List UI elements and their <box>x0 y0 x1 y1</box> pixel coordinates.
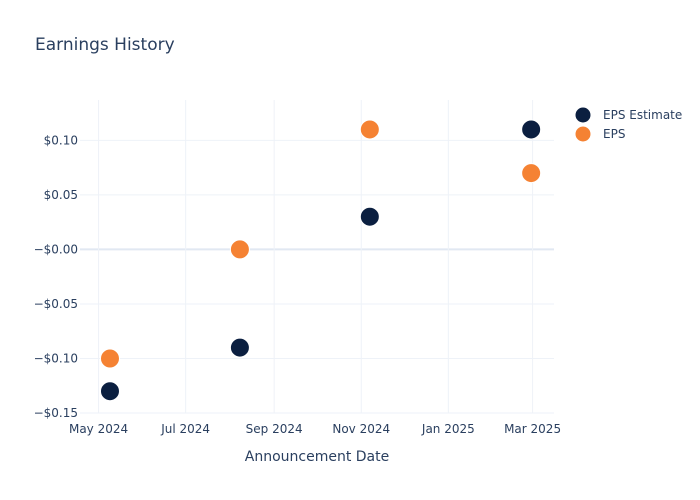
x-tick-label: Sep 2024 <box>246 422 303 436</box>
eps-estimate-point[interactable] <box>229 337 250 358</box>
y-tick-label: $0.10 <box>44 133 78 147</box>
eps-estimate-point[interactable] <box>521 119 542 140</box>
x-tick-label: Jan 2025 <box>421 422 475 436</box>
x-tick-label: May 2024 <box>69 422 128 436</box>
legend-marker-eps-estimate <box>574 106 592 124</box>
x-tick-label: Nov 2024 <box>332 422 390 436</box>
eps-estimate-point[interactable] <box>99 381 120 402</box>
y-tick-label: −$0.15 <box>34 406 78 420</box>
legend-item-eps-estimate[interactable]: EPS Estimate <box>574 106 682 124</box>
legend[interactable]: EPS Estimate EPS <box>574 106 682 143</box>
eps-point[interactable] <box>99 348 120 369</box>
y-axis-ticks: $0.10 $0.05 −$0.00 −$0.05 −$0.10 −$0.15 <box>34 133 78 420</box>
y-tick-label: −$0.00 <box>34 242 78 256</box>
y-tick-label: −$0.05 <box>34 297 78 311</box>
x-tick-label: Jul 2024 <box>160 422 210 436</box>
y-tick-label: $0.05 <box>44 188 78 202</box>
legend-marker-eps <box>574 125 592 143</box>
legend-item-eps[interactable]: EPS <box>574 125 625 143</box>
grid-lines <box>80 100 554 414</box>
x-axis-title: Announcement Date <box>245 449 389 465</box>
eps-point[interactable] <box>359 119 380 140</box>
y-tick-label: −$0.10 <box>34 351 78 365</box>
eps-estimate-point[interactable] <box>359 206 380 227</box>
legend-label-eps-estimate: EPS Estimate <box>603 108 682 122</box>
x-tick-label: Mar 2025 <box>504 422 561 436</box>
eps-point[interactable] <box>521 163 542 184</box>
eps-point[interactable] <box>229 239 250 260</box>
chart-title: Earnings History <box>35 35 175 55</box>
legend-label-eps: EPS <box>603 127 625 141</box>
data-points <box>99 119 542 402</box>
x-axis-ticks: May 2024 Jul 2024 Sep 2024 Nov 2024 Jan 2025… <box>69 422 561 436</box>
